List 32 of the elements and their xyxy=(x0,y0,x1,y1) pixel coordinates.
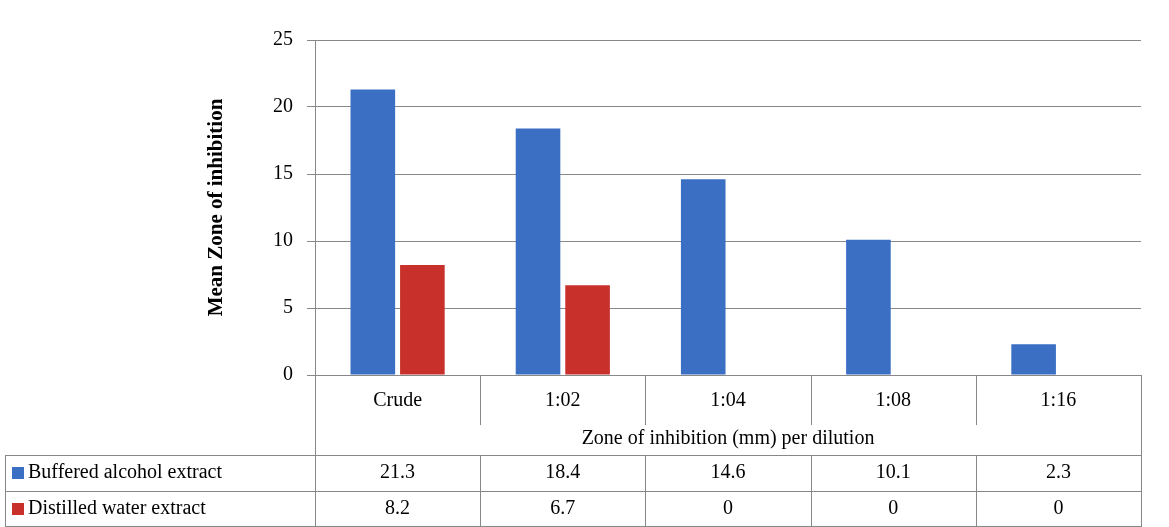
y-tick-label: 10 xyxy=(273,228,293,251)
bar xyxy=(400,265,445,375)
data-label: 10.1 xyxy=(875,460,911,483)
y-tick-label: 25 xyxy=(273,27,293,50)
data-label: 18.4 xyxy=(545,460,581,483)
data-label: 0 xyxy=(1053,496,1064,519)
bar xyxy=(565,285,610,375)
bar xyxy=(350,89,396,375)
bar xyxy=(846,239,891,375)
x-tick-label: 1:02 xyxy=(545,388,581,411)
y-axis-title: Mean Zone of inhibition xyxy=(203,98,228,317)
data-label: 6.7 xyxy=(550,496,576,519)
y-tick-label: 5 xyxy=(283,295,293,318)
bar xyxy=(515,128,561,375)
x-tick-label: 1:04 xyxy=(710,388,746,411)
data-label: 2.3 xyxy=(1045,460,1071,483)
bar xyxy=(1011,344,1056,375)
data-label: 14.6 xyxy=(710,460,746,483)
y-tick-label: 0 xyxy=(283,362,293,385)
x-tick-label: 1:16 xyxy=(1040,388,1077,411)
data-label: 8.2 xyxy=(385,496,411,519)
x-tick-label: 1:08 xyxy=(875,388,911,411)
legend-label: Buffered alcohol extract xyxy=(28,460,223,483)
y-tick-label: 20 xyxy=(273,94,293,117)
bar xyxy=(680,179,726,375)
x-tick-label: Crude xyxy=(373,388,423,411)
y-tick-label: 15 xyxy=(273,161,293,184)
data-label: 21.3 xyxy=(380,460,416,483)
legend-label: Distilled water extract xyxy=(28,496,207,519)
data-label: 0 xyxy=(723,496,733,519)
data-label: 0 xyxy=(888,496,899,519)
x-axis-title: Zone of inhibition (mm) per dilution xyxy=(581,426,875,450)
